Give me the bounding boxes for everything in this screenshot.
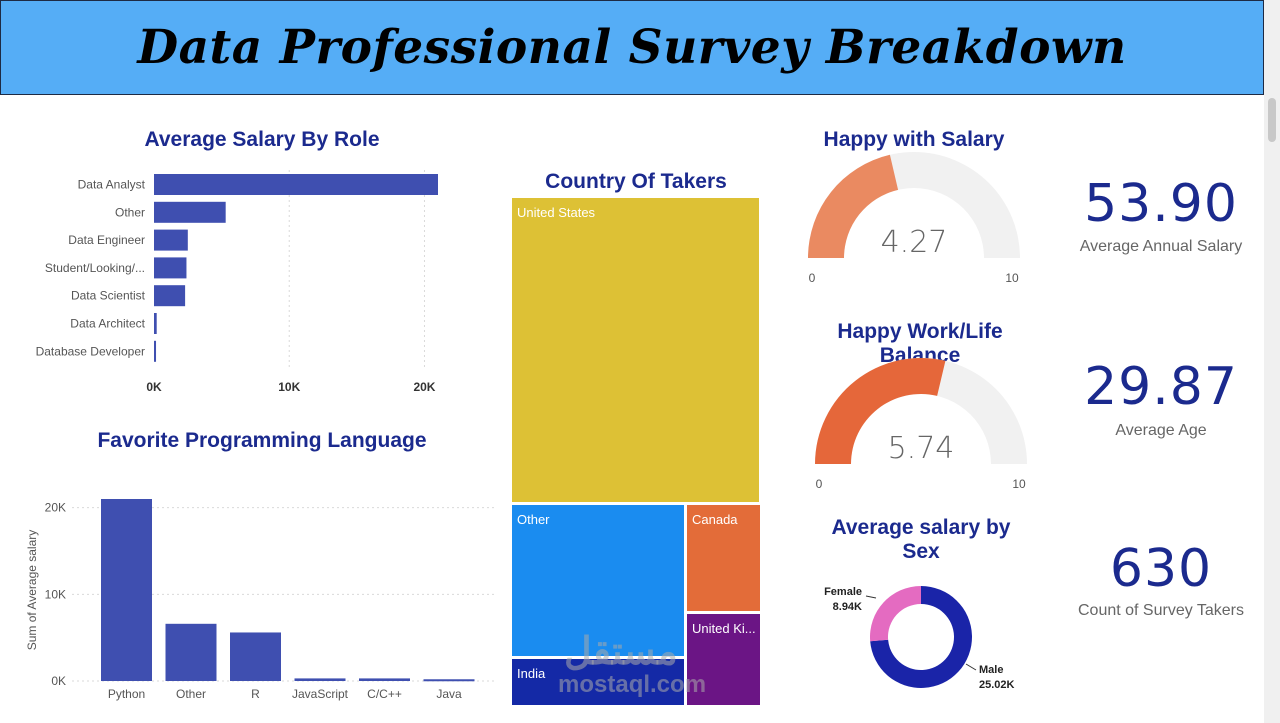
male-name-label: Male [979,664,1003,676]
category-label: Database Developer [36,344,145,358]
category-label: Other [115,205,145,219]
y-tick-label: 0K [51,674,66,688]
category-label: Student/Looking/... [45,261,145,275]
bar [154,285,186,307]
salary-by-sex-title: Average salary by Sex [790,516,1052,564]
watermark-arabic: مستقل [564,631,678,673]
category-label: Data Engineer [68,233,145,247]
treemap-label: United States [517,205,596,220]
category-label: Data Analyst [78,178,146,192]
label-leader [965,663,977,671]
salary-by-role-title: Average Salary By Role [144,128,380,151]
category-label: R [251,687,260,701]
bar [154,313,157,334]
bar [359,678,410,681]
watermark-latin: mostaql.com [558,671,707,698]
salary-by-role-chart: 0K 10K 20K Data Analyst Other Data Engineer St… [36,170,438,394]
y-tick-label: 20K [45,501,66,515]
gauge-value: 5.74 [888,431,955,466]
x-tick-label: 10K [278,380,300,394]
gauge-max-label: 10 [1005,271,1019,285]
donut-slice-male [870,586,972,688]
x-tick-label: 20K [413,380,435,394]
bar [154,201,226,223]
bar [294,678,346,681]
category-label: JavaScript [292,687,349,701]
country-title: Country Of Takers [545,170,727,193]
category-label: Data Architect [70,317,145,331]
female-value-label: 8.94K [833,601,862,613]
y-axis-label: Sum of Average salary [25,530,39,651]
bar [154,257,187,279]
scrollbar-thumb[interactable] [1268,98,1276,142]
gauge-fill [815,358,946,464]
scrollbar[interactable] [1264,0,1280,723]
treemap-cell-india[interactable]: India [511,658,685,706]
y-tick-label: 10K [45,587,66,601]
gauge-max-label: 10 [1012,477,1026,491]
happy-balance-title-line1: Happy Work/Life [837,320,1003,343]
bar [154,229,188,251]
fav-language-title: Favorite Programming Language [97,429,427,452]
salary-by-sex-donut: Female 8.94K Male 25.02K [824,586,1015,691]
male-value-label: 25.02K [979,679,1015,691]
treemap-cell-united-states[interactable]: United States [511,197,760,503]
kpi-count-label: Count of Survey Takers [1077,602,1244,619]
kpi-avg-salary-value: 53.90 [1084,174,1238,234]
kpi-avg-age-label: Average Age [1115,422,1207,439]
treemap-label: Canada [692,512,738,527]
category-label: C/C++ [367,687,402,701]
fav-language-chart: 0K 10K 20K Sum of Average salary Python Other… [25,499,495,701]
country-treemap: United States Other Canada United Ki... … [511,197,762,706]
category-label: Python [108,687,145,701]
gauge-value: 4.27 [881,225,948,260]
happy-salary-gauge: 4.27 0 10 [808,152,1020,285]
kpi-avg-age-value: 29.87 [1084,357,1238,417]
treemap-label: Other [517,512,550,527]
salary-by-sex-title-line2: Sex [902,540,940,563]
kpi-avg-salary-label: Average Annual Salary [1079,238,1243,255]
kpi-count-value: 630 [1109,539,1213,599]
happy-balance-gauge: 5.74 0 10 [815,358,1027,491]
bar [423,679,475,682]
treemap-cell-other[interactable]: Other [511,504,685,657]
happy-salary-title: Happy with Salary [823,128,1005,151]
category-label: Java [436,687,462,701]
gauge-fill [808,154,899,258]
watermark-logo: مستقل mostaql.com [558,632,706,698]
bar [154,340,157,362]
female-name-label: Female [824,586,862,598]
bar [165,623,217,681]
treemap-label: United Ki... [692,621,756,636]
treemap-label: India [517,666,546,681]
label-leader [865,595,877,599]
bar [154,174,438,195]
treemap-cell-canada[interactable]: Canada [686,504,761,612]
title-banner: Data Professional Survey Breakdown [0,0,1264,95]
treemap-cell-united-kingdom[interactable]: United Ki... [686,613,761,706]
page-title: Data Professional Survey Breakdown [137,20,1127,75]
bar [230,632,281,681]
gauge-min-label: 0 [809,271,816,285]
category-label: Data Scientist [71,289,146,303]
donut-slice-female [870,586,921,642]
category-label: Other [176,687,206,701]
bar [101,499,152,681]
salary-by-sex-title-line1: Average salary by [831,516,1011,539]
gauge-min-label: 0 [816,477,823,491]
x-tick-label: 0K [146,380,162,394]
